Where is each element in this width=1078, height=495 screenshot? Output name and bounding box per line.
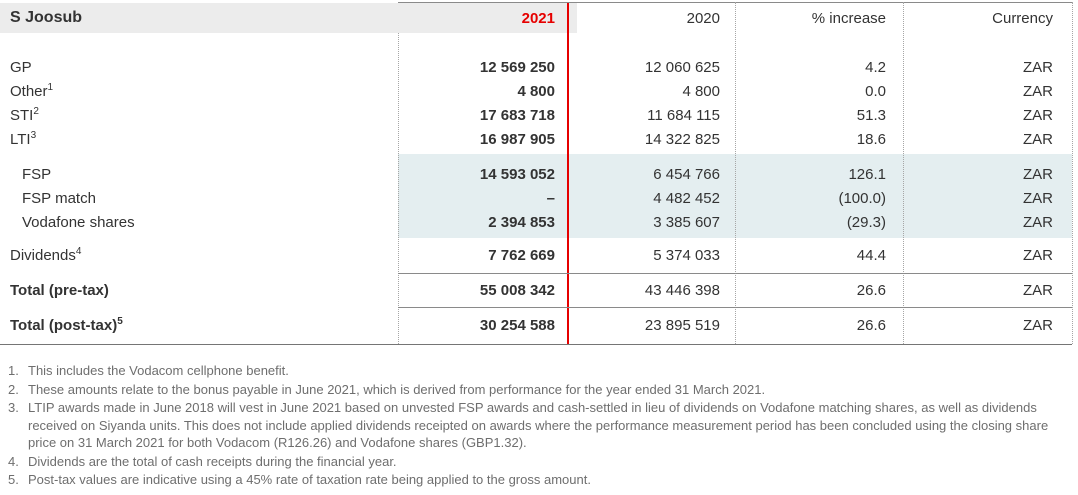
footnote-item: 5. Post-tax values are indicative using … <box>8 471 1070 489</box>
value-2021: – <box>546 189 555 207</box>
footnotes: 1. This includes the Vodacom cellphone b… <box>8 362 1070 490</box>
table-row-fsp-match: FSP match – 4 482 452 (100.0) ZAR <box>0 186 1072 210</box>
value-2020: 14 322 825 <box>644 130 720 148</box>
table-row-dividends: Dividends4 7 762 669 5 374 033 44.4 ZAR <box>0 238 1072 273</box>
value-2020: 4 800 <box>682 82 720 100</box>
column-divider-dotted-1 <box>398 33 399 344</box>
value-pct-increase: 126.1 <box>848 165 886 183</box>
footnote-item: 3. LTIP awards made in June 2018 will ve… <box>8 399 1070 452</box>
row-label: Total (pre-tax) <box>10 281 109 299</box>
table-row-vodafone-shares: Vodafone shares 2 394 853 3 385 607 (29.… <box>0 210 1072 234</box>
value-currency: ZAR <box>1023 165 1053 183</box>
column-header-2020: 2020 <box>686 9 720 27</box>
value-currency: ZAR <box>1023 82 1053 100</box>
value-2020: 43 446 398 <box>644 281 720 299</box>
value-2020: 3 385 607 <box>653 213 720 231</box>
value-pct-increase: (29.3) <box>846 213 886 231</box>
row-label: Other1 <box>10 81 54 100</box>
row-label: Total (post-tax)5 <box>10 316 123 334</box>
value-pct-increase: 51.3 <box>856 106 886 124</box>
footnote-item: 4. Dividends are the total of cash recei… <box>8 453 1070 471</box>
row-label: STI2 <box>10 105 39 124</box>
value-pct-increase: 18.6 <box>856 130 886 148</box>
footnote-item: 1. This includes the Vodacom cellphone b… <box>8 362 1070 380</box>
value-currency: ZAR <box>1023 189 1053 207</box>
table-row-total-pretax: Total (pre-tax) 55 008 342 43 446 398 26… <box>0 273 1072 307</box>
value-2021: 4 800 <box>517 82 555 100</box>
row-label: FSP <box>22 165 52 183</box>
table-row-lti: LTI3 16 987 905 14 322 825 18.6 ZAR <box>0 127 1072 151</box>
column-divider-dotted-2 <box>735 2 736 344</box>
red-divider-line <box>567 3 569 344</box>
value-pct-increase: 0.0 <box>865 82 886 100</box>
dividends-rule <box>398 273 1072 274</box>
table-row-fsp: FSP 14 593 052 6 454 766 126.1 ZAR <box>0 162 1072 186</box>
column-header-2021: 2021 <box>521 9 555 27</box>
footnote-item: 2. These amounts relate to the bonus pay… <box>8 381 1070 399</box>
column-header-increase: % increase <box>811 9 886 27</box>
value-2021: 12 569 250 <box>479 58 555 76</box>
row-label: Vodafone shares <box>22 213 135 231</box>
table-title: S Joosub <box>10 9 83 26</box>
row-label: LTI3 <box>10 129 37 148</box>
value-2020: 11 684 115 <box>647 106 720 124</box>
value-2021: 2 394 853 <box>488 213 555 231</box>
table-row-gp: GP 12 569 250 12 060 625 4.2 ZAR <box>0 55 1072 79</box>
value-currency: ZAR <box>1023 247 1053 264</box>
value-currency: ZAR <box>1023 58 1053 76</box>
value-2020: 6 454 766 <box>653 165 720 183</box>
value-2020: 5 374 033 <box>653 247 720 264</box>
value-2021: 16 987 905 <box>479 130 555 148</box>
table-row-other: Other1 4 800 4 800 0.0 ZAR <box>0 79 1072 103</box>
footnote-text: Post-tax values are indicative using a 4… <box>28 472 591 487</box>
footnote-text: These amounts relate to the bonus payabl… <box>28 381 766 397</box>
value-2021: 7 762 669 <box>488 247 555 264</box>
footnote-number: 1. <box>8 363 19 378</box>
table-row-total-posttax: Total (post-tax)5 30 254 588 23 895 519 … <box>0 307 1072 344</box>
value-2021: 14 593 052 <box>479 165 555 183</box>
value-2020: 23 895 519 <box>644 317 720 334</box>
row-label: FSP match <box>22 189 96 207</box>
footnote-text: Dividends are the total of cash receipts… <box>28 453 397 469</box>
table-header-row: S Joosub 2021 2020 % increase Currency <box>0 3 1072 33</box>
value-pct-increase: 4.2 <box>865 58 886 76</box>
value-currency: ZAR <box>1023 130 1053 148</box>
table-bottom-rule <box>0 344 1072 345</box>
value-currency: ZAR <box>1023 317 1053 334</box>
footnote-number: 5. <box>8 472 19 487</box>
value-currency: ZAR <box>1023 281 1053 299</box>
value-2021: 30 254 588 <box>479 317 555 334</box>
footnote-number: 4. <box>8 453 19 469</box>
row-label: Dividends4 <box>10 246 82 264</box>
header-band <box>0 3 577 33</box>
value-currency: ZAR <box>1023 106 1053 124</box>
footnote-number: 3. <box>8 400 19 415</box>
value-pct-increase: (100.0) <box>838 189 886 207</box>
value-2020: 4 482 452 <box>653 189 720 207</box>
footnote-text: This includes the Vodacom cellphone bene… <box>28 363 289 378</box>
pretax-rule <box>398 307 1072 308</box>
value-pct-increase: 44.4 <box>856 247 886 264</box>
table-row-sti: STI2 17 683 718 11 684 115 51.3 ZAR <box>0 103 1072 127</box>
value-2020: 12 060 625 <box>644 58 720 76</box>
column-divider-dotted-3 <box>903 2 904 344</box>
value-2021: 17 683 718 <box>479 106 555 124</box>
footnote-number: 2. <box>8 381 19 397</box>
column-divider-dotted-4 <box>1072 2 1073 344</box>
value-2021: 55 008 342 <box>479 281 555 299</box>
value-pct-increase: 26.6 <box>856 317 886 334</box>
footnote-text: LTIP awards made in June 2018 will vest … <box>28 400 1049 450</box>
row-label: GP <box>10 58 32 76</box>
value-currency: ZAR <box>1023 213 1053 231</box>
value-pct-increase: 26.6 <box>856 281 886 299</box>
column-header-currency: Currency <box>992 9 1053 27</box>
